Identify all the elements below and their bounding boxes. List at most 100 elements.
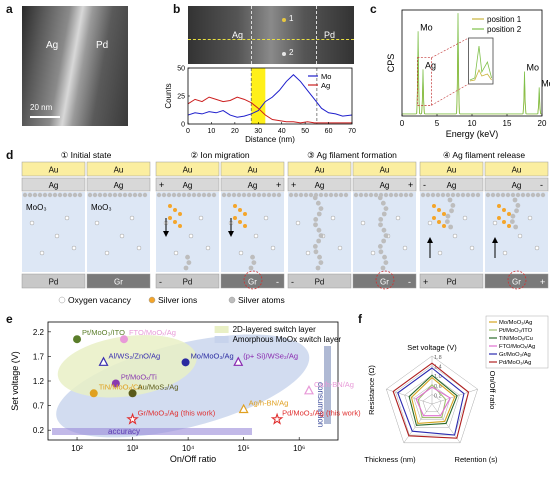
- panel-d-label: d: [6, 148, 14, 162]
- x-tick-label: 60: [325, 128, 333, 135]
- oxygen-vacancy: [469, 245, 475, 251]
- silver-ion: [178, 212, 182, 216]
- bottom-electrode: [287, 273, 352, 289]
- filament-atom: [449, 208, 454, 214]
- filament-atom: [444, 219, 450, 224]
- oxygen-vacancy: [395, 215, 401, 221]
- filament-atom: [515, 203, 521, 208]
- oxygen-vacancy: [29, 220, 35, 226]
- y-tick-label: 25: [177, 94, 185, 101]
- tem-image-a: Ag Pd 20 nm: [22, 6, 128, 126]
- x-tick-label: 10²: [71, 444, 83, 453]
- highlight-band: [251, 68, 266, 124]
- data-point-11: [270, 412, 284, 425]
- data-label-9: Cu/h-BN/Ag: [314, 380, 354, 389]
- silver-atom: [261, 192, 267, 198]
- silver-atom: [132, 192, 138, 198]
- x-tick-label: 20: [538, 119, 547, 128]
- polarity-bottom: -: [159, 277, 162, 287]
- silver-atom: [540, 192, 546, 198]
- silver-ion: [432, 216, 436, 220]
- x-tick-label: 10: [208, 128, 216, 135]
- legend-label: Mo: [321, 72, 331, 81]
- ring-label-1: 0.6: [434, 384, 442, 390]
- filament-atom: [380, 200, 386, 206]
- silver-atom: [425, 192, 431, 198]
- ag-label: Ag: [512, 181, 522, 190]
- silver-atom: [383, 192, 389, 198]
- radar-ring-4: [386, 355, 478, 444]
- radar-axis-label-1: On/Off ratio: [488, 371, 497, 410]
- silver-atom: [142, 192, 148, 198]
- silver-atom: [318, 192, 324, 198]
- au-label: Au: [49, 166, 59, 175]
- silver-atom: [408, 192, 414, 198]
- series-line-position-2: [402, 13, 542, 115]
- bottom-electrode: [419, 273, 484, 289]
- polarity-bottom: -: [408, 277, 411, 287]
- au-electrode: [86, 161, 151, 177]
- dashed-divider-right: [316, 6, 317, 64]
- x-tick-label: 50: [301, 128, 309, 135]
- legend-label-5: Pd/MoO₃/Ag: [499, 360, 531, 366]
- step-title-2: ② Ion migration: [190, 150, 249, 160]
- silver-atom: [107, 192, 113, 198]
- silver-atom: [156, 192, 162, 198]
- oxygen-vacancy: [198, 215, 204, 221]
- polarity-top: +: [291, 180, 296, 190]
- silver-atom: [393, 192, 399, 198]
- filament-atom: [377, 195, 383, 201]
- filament-atom: [183, 265, 189, 271]
- polarity-top: +: [408, 180, 413, 190]
- ag-electrode: [287, 177, 352, 192]
- switch-layer: [221, 192, 284, 272]
- oxygen-vacancy: [517, 233, 523, 239]
- point-1-marker: [282, 18, 286, 22]
- ag-label: Ag: [248, 181, 258, 190]
- ag-electrode: [155, 177, 220, 192]
- silver-ion: [502, 220, 506, 224]
- switch-layer: [22, 192, 85, 272]
- peak-label-4: Mo: [541, 79, 550, 89]
- oxygen-vacancy: [39, 250, 45, 256]
- panel-b-label: b: [173, 2, 181, 16]
- bottom-electrode: [21, 273, 86, 289]
- filament-atom: [378, 222, 383, 228]
- dashed-divider-left: [251, 6, 252, 64]
- x-tick-label: 40: [278, 128, 286, 135]
- schematic-svg: ① Initial state ② Ion migration ③ Ag filam…: [21, 150, 549, 305]
- silver-atom: [403, 192, 409, 198]
- filament-atom: [510, 213, 516, 219]
- filament-atom: [316, 227, 322, 233]
- radar-axis-label-3: Thickness (nm): [364, 455, 416, 464]
- ag-electrode: [86, 177, 151, 192]
- ag-label: Ag: [183, 181, 193, 190]
- zoom-connector-top: [431, 37, 469, 58]
- oxygen-vacancy: [437, 250, 443, 256]
- silver-atom: [201, 192, 207, 198]
- silver-atom: [495, 192, 501, 198]
- radar-axis-label-0: Set voltage (V): [407, 343, 457, 352]
- legend-label-1: Silver ions: [158, 295, 197, 305]
- data-label-1: FTO/MoOₓ/Ag: [129, 328, 176, 337]
- radar-series-FTO/MoOₓ/Ag: [415, 386, 452, 417]
- panel-f-label: f: [358, 312, 362, 326]
- x-tick-label: 10⁵: [238, 444, 250, 453]
- tem-label-ag: Ag: [46, 40, 59, 51]
- data-label-8: Ag/h-BN/Ag: [249, 399, 289, 408]
- legend-swatch-1: [214, 336, 229, 343]
- data-label-6: TiN/MoOₓ/Cu: [99, 382, 143, 391]
- silver-atom: [266, 192, 272, 198]
- polarity-bottom: +: [540, 277, 545, 287]
- oxygen-vacancy: [360, 220, 366, 226]
- oxygen-vacancy: [270, 245, 276, 251]
- oxygen-vacancy: [462, 215, 468, 221]
- bottom-label: Gr: [512, 278, 521, 287]
- au-label: Au: [183, 166, 193, 175]
- silver-atom: [102, 192, 108, 198]
- au-electrode: [155, 161, 220, 177]
- scan-line: [188, 39, 354, 40]
- interface-highlight: [507, 270, 527, 290]
- oxygen-vacancy: [402, 245, 408, 251]
